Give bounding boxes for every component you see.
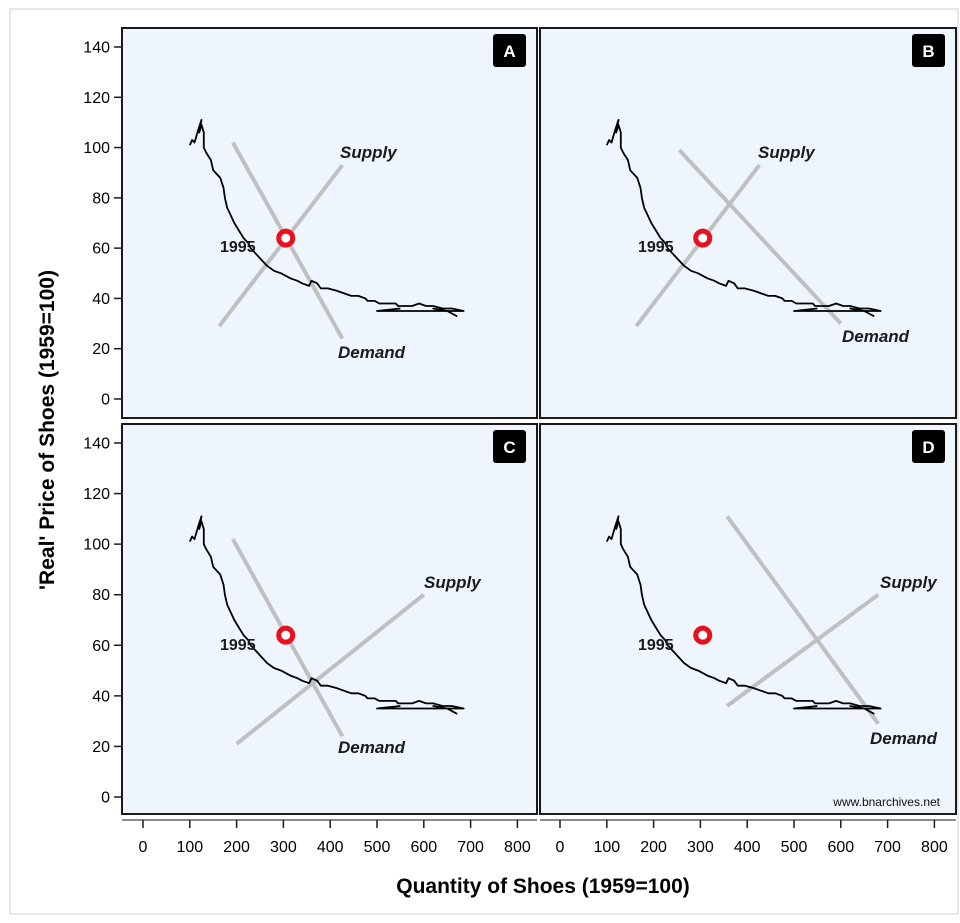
marker-1995 <box>276 228 296 248</box>
x-tick-label: 200 <box>223 839 250 856</box>
panel-letter: A <box>503 42 515 61</box>
panel-a: 1995 Supply Demand A <box>121 27 538 419</box>
y-tick-label: 60 <box>92 241 110 258</box>
x-tick-label: 0 <box>139 839 148 856</box>
marker-1995 <box>693 228 713 248</box>
supply-label: Supply <box>424 573 482 592</box>
panel-b: 1995 Supply Demand B <box>539 27 957 419</box>
y-tick-label: 100 <box>83 537 110 554</box>
marker-year-label: 1995 <box>220 239 256 256</box>
figure-border <box>9 8 959 915</box>
demand-line <box>725 515 880 725</box>
panel-letter-box <box>493 34 526 67</box>
supply-line <box>235 593 426 746</box>
x-tick-label: 200 <box>640 839 667 856</box>
panel-d: 1995 Supply Demand D <box>539 423 957 815</box>
x-tick-label: 800 <box>921 839 948 856</box>
panel-frame <box>539 423 957 815</box>
x-tick-label: 300 <box>270 839 297 856</box>
historical-path-line <box>188 119 465 317</box>
y-tick-label: 20 <box>92 739 110 756</box>
x-tick-label: 300 <box>687 839 714 856</box>
y-tick-label: 140 <box>83 40 110 57</box>
y-tick-label: 20 <box>92 341 110 358</box>
y-tick-label: 140 <box>83 436 110 453</box>
panel-letter-box <box>912 34 945 67</box>
x-tick-label: 600 <box>827 839 854 856</box>
y-tick-label: 0 <box>101 392 110 409</box>
x-tick-label: 0 <box>556 839 565 856</box>
panel-letter: C <box>503 438 515 457</box>
x-tick-label: 600 <box>410 839 437 856</box>
panel-frame <box>121 27 538 419</box>
supply-label: Supply <box>880 573 938 592</box>
y-tick-label: 80 <box>92 587 110 604</box>
demand-line <box>677 148 843 325</box>
x-tick-label: 700 <box>874 839 901 856</box>
y-tick-label: 80 <box>92 190 110 207</box>
y-tick-label: 40 <box>92 688 110 705</box>
x-tick-label: 500 <box>364 839 391 856</box>
x-axis-title: Quantity of Shoes (1959=100) <box>396 875 690 898</box>
y-tick-label: 0 <box>101 790 110 807</box>
source-credit: www.bnarchives.net <box>832 795 940 809</box>
y-tick-label: 120 <box>83 486 110 503</box>
marker-year-label: 1995 <box>220 637 256 654</box>
marker-year-label: 1995 <box>638 637 674 654</box>
panel-letter-box <box>493 430 526 463</box>
panel-letter-box <box>912 430 945 463</box>
y-tick-label: 40 <box>92 291 110 308</box>
panels: 1995 Supply Demand A 1995 Supply Demand B 1995 Su… <box>121 27 957 815</box>
demand-label: Demand <box>338 738 406 757</box>
historical-path-line <box>605 119 882 317</box>
y-axis-title: 'Real' Price of Shoes (1959=100) <box>36 270 59 590</box>
marker-1995 <box>276 625 296 645</box>
supply-label: Supply <box>340 143 398 162</box>
panel-frame <box>121 423 538 815</box>
x-tick-label: 800 <box>504 839 531 856</box>
x-tick-label: 100 <box>176 839 203 856</box>
x-tick-label: 100 <box>593 839 620 856</box>
demand-label: Demand <box>338 343 406 362</box>
historical-path-line <box>188 515 465 715</box>
panel-letter: B <box>922 42 934 61</box>
x-tick-label: 400 <box>734 839 761 856</box>
y-tick-label: 120 <box>83 90 110 107</box>
x-tick-label: 500 <box>781 839 808 856</box>
panel-letter: D <box>922 438 934 457</box>
supply-label: Supply <box>758 143 816 162</box>
axes: 0 20 40 60 80 100 120 140 0 20 40 60 80 100 120 140 0 100… <box>83 28 956 856</box>
y-tick-label: 100 <box>83 140 110 157</box>
historical-path-line <box>605 515 882 715</box>
demand-label: Demand <box>842 327 910 346</box>
demand-label: Demand <box>870 729 938 748</box>
x-tick-label: 700 <box>457 839 484 856</box>
marker-year-label: 1995 <box>638 239 674 256</box>
x-tick-label: 400 <box>317 839 344 856</box>
y-tick-label: 60 <box>92 638 110 655</box>
marker-1995 <box>693 625 713 645</box>
panel-c: 1995 Supply Demand C <box>121 423 538 815</box>
